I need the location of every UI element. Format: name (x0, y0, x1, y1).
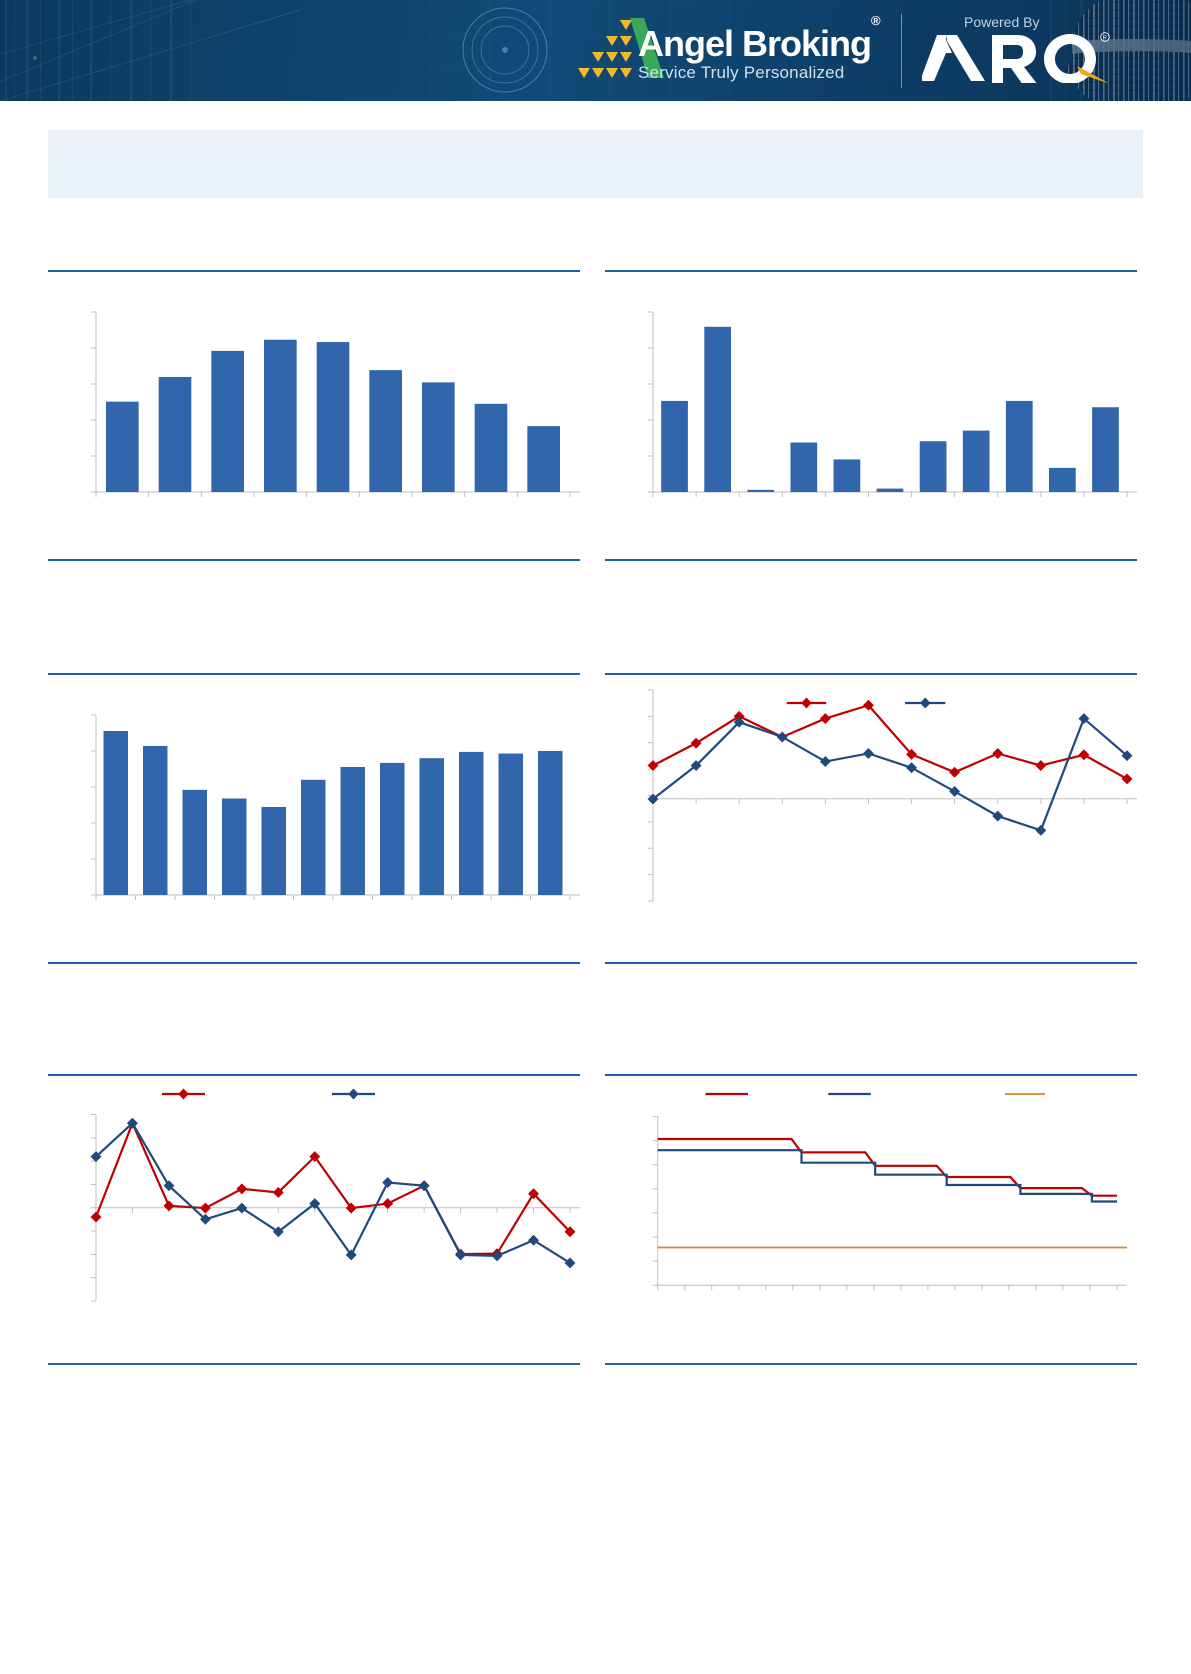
svg-text:R: R (1103, 35, 1107, 41)
